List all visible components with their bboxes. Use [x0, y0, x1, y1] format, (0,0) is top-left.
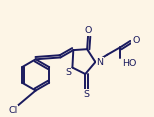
Text: O: O: [84, 26, 92, 35]
Text: S: S: [65, 68, 71, 77]
Text: Cl: Cl: [8, 106, 17, 115]
Text: HO: HO: [122, 59, 136, 68]
Text: S: S: [83, 90, 89, 99]
Text: N: N: [96, 58, 103, 67]
Text: O: O: [132, 36, 140, 45]
